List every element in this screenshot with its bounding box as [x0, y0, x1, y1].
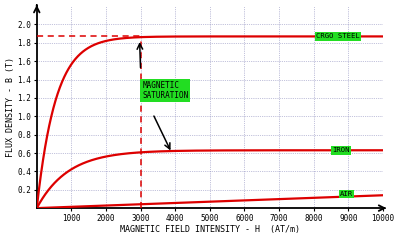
X-axis label: MAGNETIC FIELD INTENSITY - H  (AT/m): MAGNETIC FIELD INTENSITY - H (AT/m) — [120, 225, 300, 234]
Text: CRGO STEEL: CRGO STEEL — [316, 33, 360, 39]
Y-axis label: FLUX DENSITY - B (T): FLUX DENSITY - B (T) — [6, 57, 14, 157]
Text: MAGNETIC
SATURATION: MAGNETIC SATURATION — [142, 81, 188, 100]
Text: AIR: AIR — [340, 191, 353, 197]
Text: IRON: IRON — [332, 147, 350, 153]
